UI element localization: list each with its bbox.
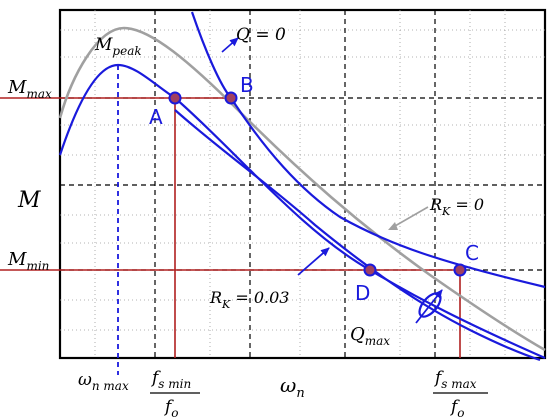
label-rk-003: RK = 0.03 — [209, 288, 289, 311]
operating-points — [168, 91, 467, 277]
label-q-max: Qmax — [350, 324, 390, 348]
q-max-arrow — [415, 289, 443, 324]
fs-min-denominator: fo — [163, 397, 179, 420]
label-m-peak: Mpeak — [94, 35, 142, 58]
curve-rk-zero — [58, 26, 546, 352]
point-d-marker — [363, 263, 377, 277]
rk-zero-arrowhead — [388, 222, 398, 230]
point-a-label: A — [149, 105, 163, 129]
label-q-zero: Q = 0 — [236, 25, 286, 45]
curve-q-zero — [190, 11, 546, 289]
x-label-omega-n: ωn — [280, 373, 305, 401]
y-label-m-min: Mmin — [7, 249, 49, 273]
y-label-m-max: Mmax — [7, 77, 52, 101]
point-a-marker — [168, 91, 182, 105]
red-guides — [0, 97, 461, 358]
label-rk-zero: RK = 0 — [429, 195, 484, 218]
plot-frame — [58, 8, 547, 360]
rk-zero-arrow — [394, 206, 429, 227]
x-label-fs-min-fraction: fs min fo — [150, 368, 200, 420]
fs-max-numerator: fs max — [433, 368, 477, 391]
fs-max-denominator: fo — [449, 397, 465, 420]
point-c-marker — [453, 263, 467, 277]
x-label-omega-n-max: ωn max — [78, 370, 129, 393]
point-b-marker — [224, 91, 238, 105]
point-b-label: B — [240, 73, 254, 97]
q-zero-arrow — [221, 37, 239, 53]
x-label-fs-max-fraction: fs max fo — [433, 368, 488, 420]
fs-min-numerator: fs min — [150, 368, 191, 391]
y-label-m: M — [17, 188, 41, 213]
point-d-label: D — [355, 281, 370, 305]
rk-003-arrow — [297, 247, 330, 276]
point-c-label: C — [465, 241, 479, 265]
